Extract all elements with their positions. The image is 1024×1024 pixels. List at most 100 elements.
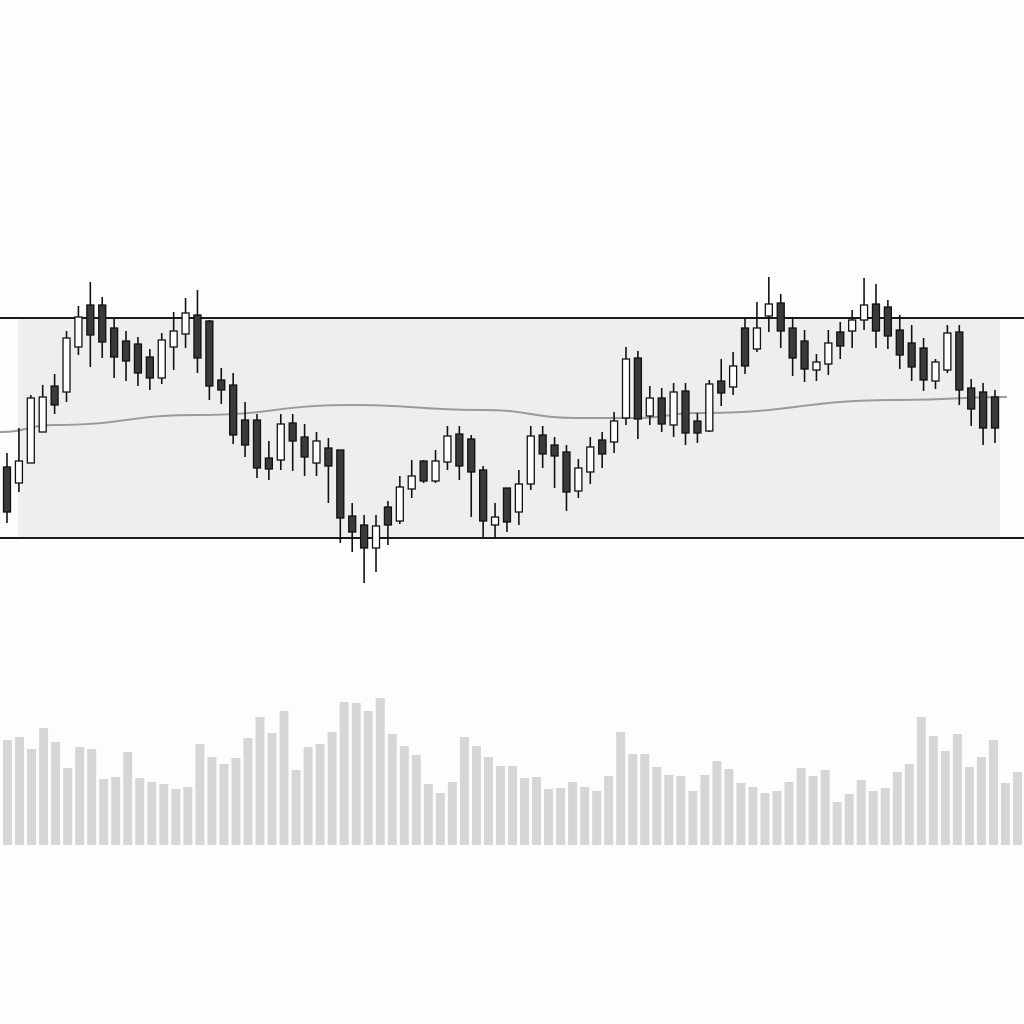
bearish-candle-body bbox=[788, 327, 797, 359]
bearish-candle-body bbox=[740, 327, 750, 367]
candle bbox=[157, 333, 166, 384]
candle bbox=[109, 319, 119, 378]
bearish-candle-body bbox=[955, 331, 964, 391]
candle bbox=[883, 300, 893, 349]
candle bbox=[431, 450, 440, 483]
bearish-candle-body bbox=[455, 433, 464, 467]
candle bbox=[645, 386, 654, 425]
volume-bar bbox=[556, 788, 566, 845]
volume-bar bbox=[135, 778, 145, 845]
bullish-candle-body bbox=[514, 483, 524, 513]
candle bbox=[574, 459, 583, 498]
candle bbox=[300, 424, 309, 476]
candle bbox=[705, 380, 714, 432]
bullish-candle-body bbox=[574, 467, 583, 492]
volume-bar bbox=[784, 782, 794, 845]
volume-bar bbox=[532, 777, 542, 845]
bearish-candle-body bbox=[300, 436, 309, 458]
candle bbox=[633, 351, 643, 439]
volume-bar bbox=[604, 776, 614, 845]
bullish-candle-body bbox=[586, 446, 595, 473]
volume-bar bbox=[363, 711, 373, 845]
bearish-candle-body bbox=[562, 451, 571, 493]
bearish-candle-body bbox=[598, 439, 607, 455]
volume-bar bbox=[568, 782, 578, 845]
bearish-candle-body bbox=[550, 444, 559, 457]
bullish-candle-body bbox=[609, 420, 619, 443]
candle bbox=[848, 310, 857, 348]
candle bbox=[621, 347, 631, 425]
bearish-candle-body bbox=[717, 380, 726, 394]
volume-bar bbox=[51, 742, 61, 845]
candle bbox=[681, 383, 690, 445]
candle bbox=[193, 290, 202, 373]
bearish-candle-body bbox=[50, 385, 59, 406]
volume-bar bbox=[1000, 783, 1010, 845]
bearish-candle-body bbox=[193, 314, 202, 359]
volume-layer bbox=[3, 698, 1022, 845]
volume-bar bbox=[111, 777, 121, 845]
bullish-candle-body bbox=[859, 304, 869, 321]
bearish-candle-body bbox=[264, 457, 274, 470]
candle bbox=[967, 379, 976, 426]
candle bbox=[919, 338, 928, 391]
bearish-candle-body bbox=[229, 384, 238, 436]
volume-bar bbox=[255, 717, 265, 845]
candle bbox=[740, 318, 750, 374]
bearish-candle-body bbox=[776, 302, 785, 332]
bearish-candle-body bbox=[383, 506, 393, 526]
bullish-candle-body bbox=[276, 423, 285, 461]
volume-bar bbox=[351, 703, 361, 845]
volume-bar bbox=[724, 769, 734, 845]
volume-bar bbox=[483, 757, 493, 845]
volume-bar bbox=[520, 778, 530, 845]
candle bbox=[336, 449, 345, 543]
bullish-candle-body bbox=[26, 397, 35, 464]
bullish-candle-body bbox=[621, 358, 631, 419]
candle bbox=[98, 297, 107, 358]
candle bbox=[598, 432, 607, 468]
volume-bar bbox=[688, 791, 698, 845]
bearish-candle-body bbox=[538, 434, 547, 455]
volume-bar bbox=[63, 768, 73, 845]
volume-bar bbox=[291, 770, 301, 845]
candle bbox=[836, 322, 845, 359]
candle bbox=[609, 412, 619, 453]
candle bbox=[181, 298, 190, 348]
volume-bar bbox=[27, 749, 37, 845]
volume-bar bbox=[628, 754, 638, 845]
volume-bar bbox=[700, 775, 710, 845]
candle bbox=[502, 487, 512, 532]
bearish-candle-body bbox=[800, 340, 809, 370]
bearish-candle-body bbox=[633, 357, 643, 420]
bearish-candle-body bbox=[681, 390, 690, 434]
bullish-candle-body bbox=[848, 319, 857, 332]
bearish-candle-body bbox=[288, 422, 297, 442]
candle bbox=[764, 277, 773, 332]
candle bbox=[252, 414, 262, 478]
candle bbox=[490, 503, 500, 537]
volume-bar bbox=[459, 737, 469, 845]
candle bbox=[217, 368, 226, 404]
bullish-candle-body bbox=[669, 391, 678, 426]
bearish-candle-body bbox=[919, 347, 928, 381]
volume-bar bbox=[3, 740, 12, 845]
volume-bar bbox=[736, 783, 746, 845]
candle bbox=[2, 453, 12, 523]
support-resistance-lines bbox=[0, 317, 1024, 539]
candle bbox=[312, 432, 321, 476]
volume-bar bbox=[171, 789, 181, 845]
bullish-candle-body bbox=[764, 303, 773, 317]
volume-bar bbox=[471, 746, 481, 845]
volume-bar bbox=[447, 782, 457, 845]
volume-bar bbox=[279, 711, 289, 845]
bearish-candle-body bbox=[217, 379, 226, 391]
bearish-candle-body bbox=[967, 387, 976, 410]
bullish-candle-body bbox=[38, 396, 47, 433]
bearish-candle-body bbox=[990, 396, 1000, 429]
volume-bar bbox=[99, 779, 109, 845]
volume-bar bbox=[904, 764, 914, 845]
bullish-candle-body bbox=[407, 475, 416, 490]
volume-bar bbox=[267, 733, 277, 845]
candle bbox=[943, 325, 952, 373]
